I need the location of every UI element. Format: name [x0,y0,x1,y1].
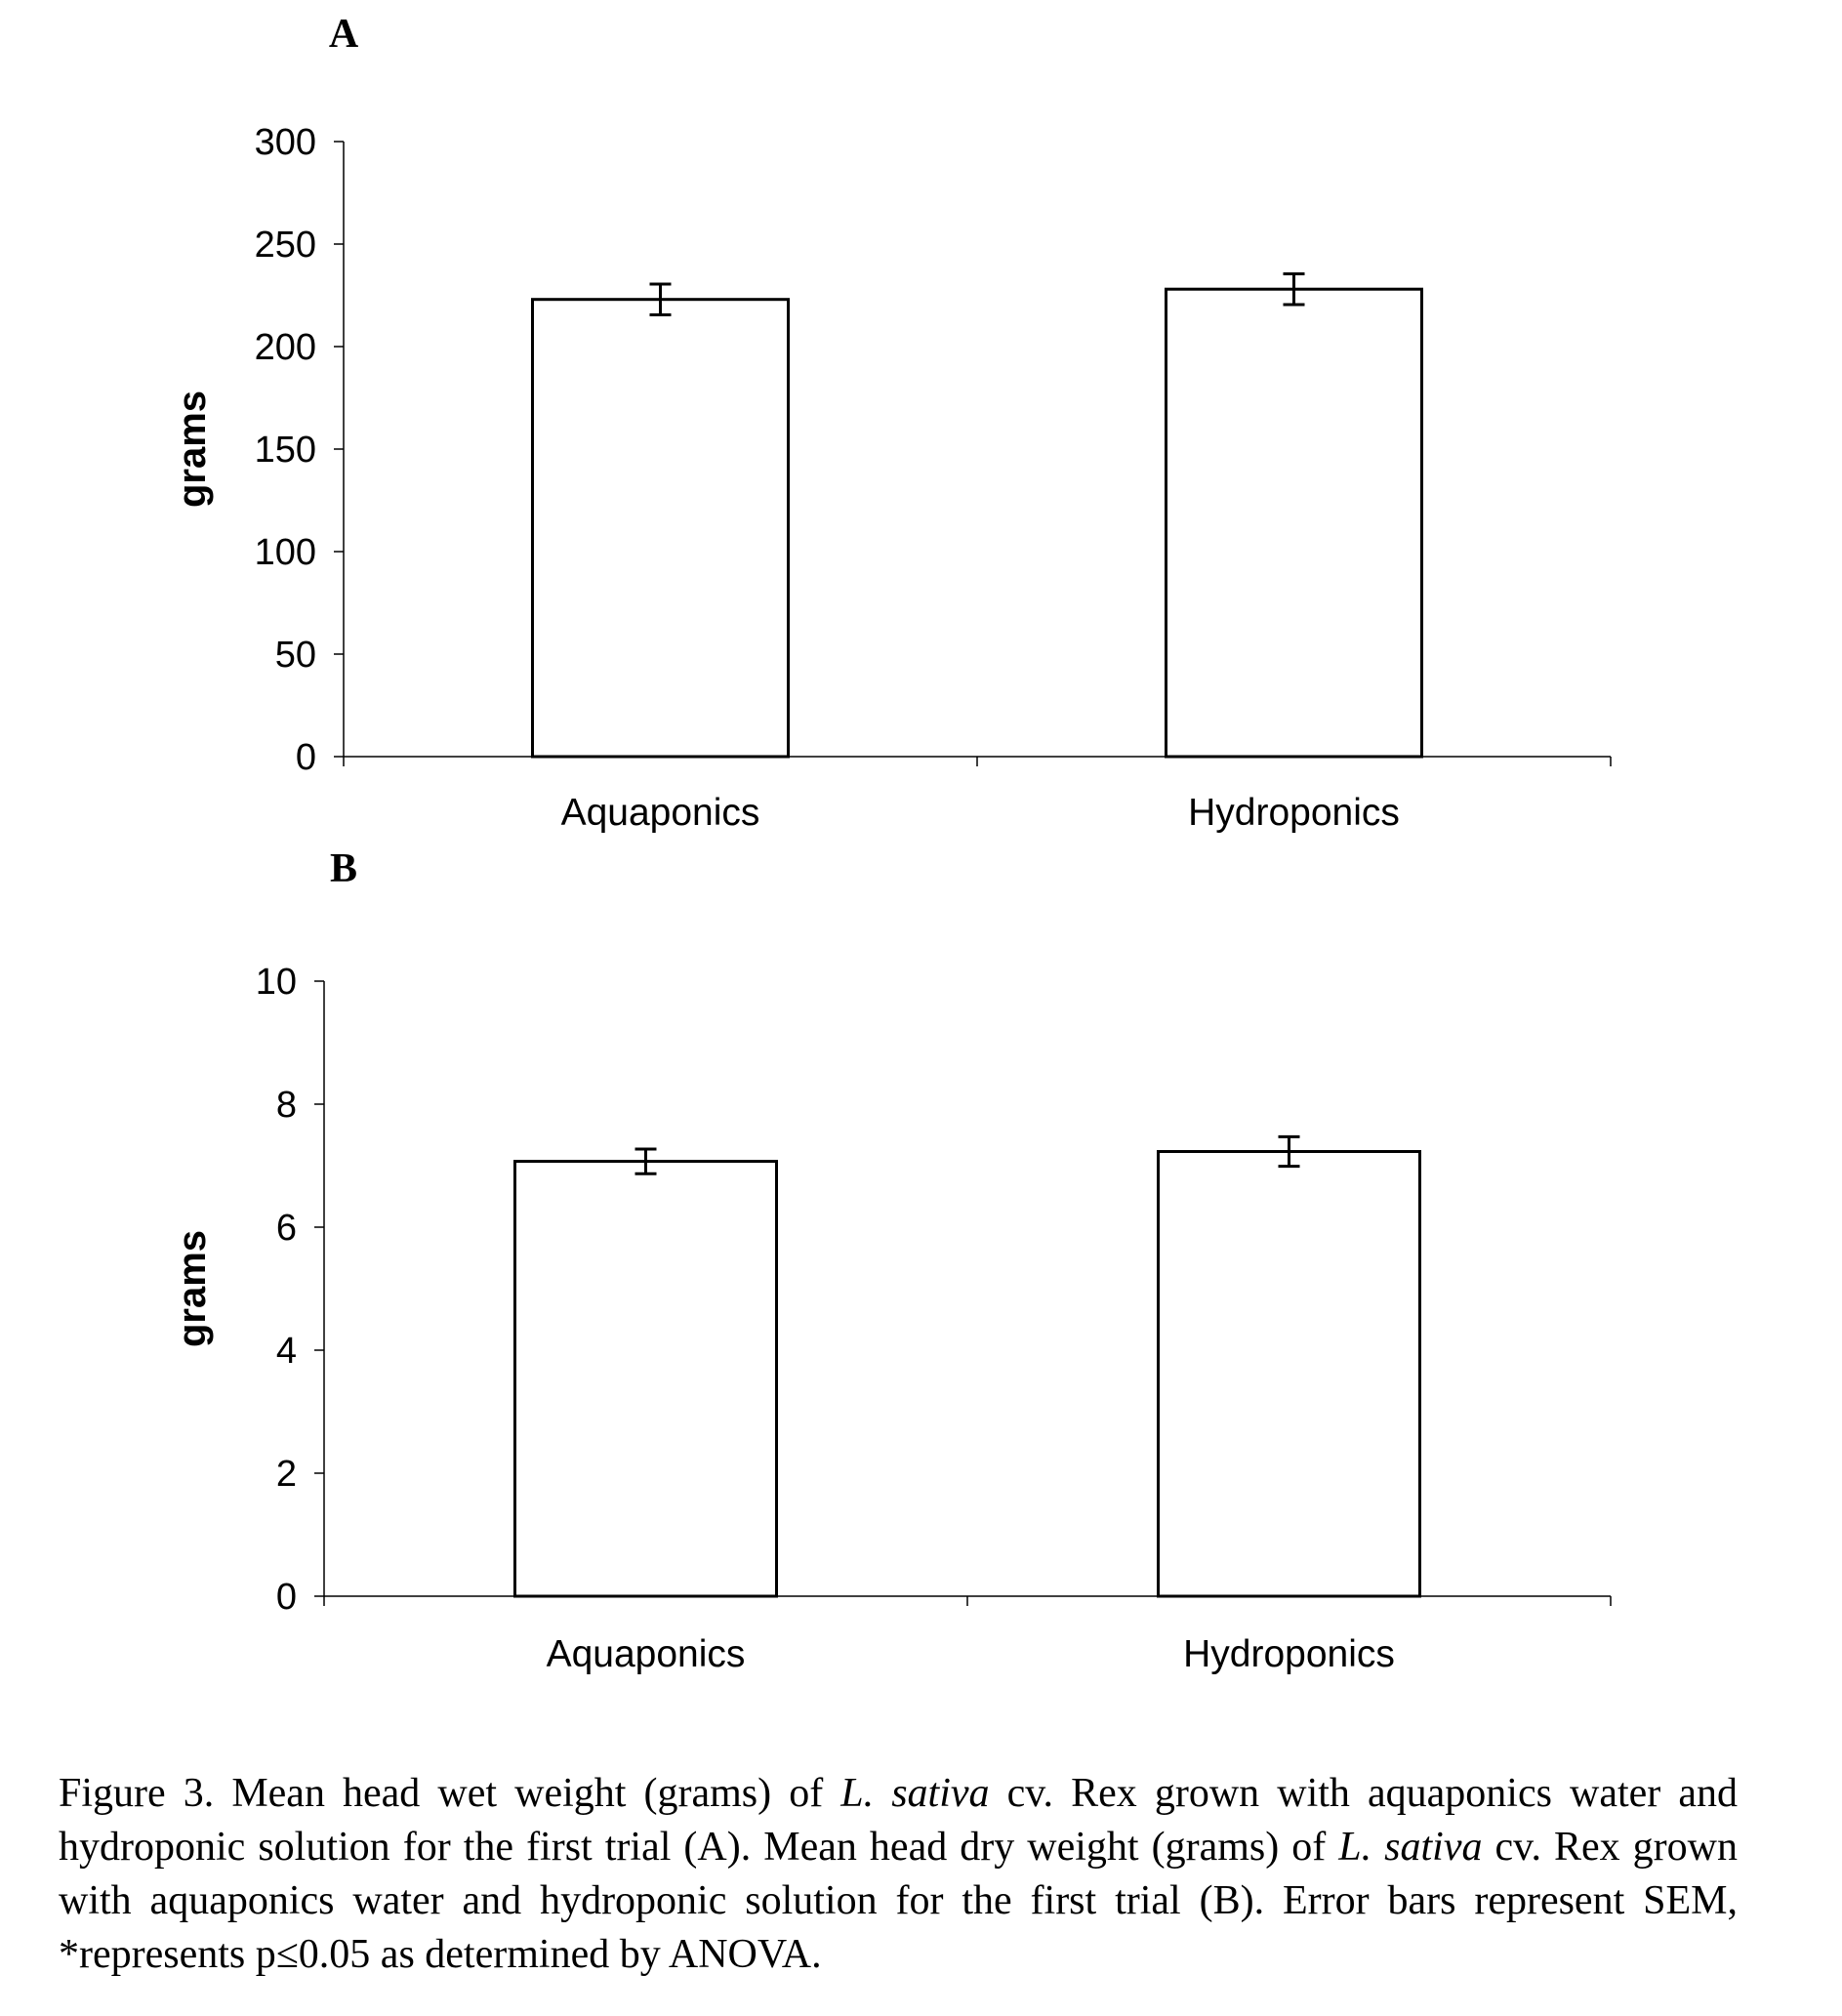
caption-text-3: cv. Rex grown with aquaponics water and … [59,1825,1738,1977]
chart-a-y-tick-label: 50 [275,635,316,676]
chart-b-category-label: Hydroponics [1183,1633,1395,1675]
chart-a-y-axis-label: grams [171,391,214,508]
chart-b-bar [513,1160,778,1598]
chart-a-y-tick-label: 200 [255,327,316,368]
caption-text-1: Figure 3. Mean head wet weight (grams) o… [59,1771,841,1816]
caption-species-2: L. sativa [1338,1825,1483,1870]
chart-b-y-tick-label: 0 [276,1577,297,1618]
chart-a-y-tick-label: 300 [255,122,316,163]
chart-b-category-label: Aquaponics [547,1633,746,1675]
chart-b-y-tick-label: 6 [276,1208,297,1249]
chart-a-category-label: Aquaponics [561,792,760,834]
chart-b-y-tick-label: 10 [256,962,297,1003]
caption-text-2: cv. Rex grown with aquaponics water and … [59,1771,1738,1870]
chart-b-panel-label: B [330,846,357,891]
chart-a-y-tick-label: 100 [255,532,316,573]
chart-a-category-label: Hydroponics [1188,792,1400,834]
chart-a-panel-label: A [329,12,359,57]
chart-a-y-tick-label: 150 [255,430,316,471]
figure-caption: Figure 3. Mean head wet weight (grams) o… [59,1767,1738,1982]
caption-species-1: L. sativa [840,1771,990,1816]
chart-a-bar [531,298,790,759]
chart-b-y-tick-label: 4 [276,1331,297,1372]
chart-b-bar [1157,1150,1421,1598]
chart-b-y-tick-label: 8 [276,1085,297,1126]
chart-a-bar [1165,287,1423,759]
chart-b-y-tick-label: 2 [276,1454,297,1495]
chart-b-y-axis-label: grams [171,1230,214,1347]
chart-a-y-tick-label: 0 [296,737,316,778]
chart-a-y-tick-label: 250 [255,225,316,266]
